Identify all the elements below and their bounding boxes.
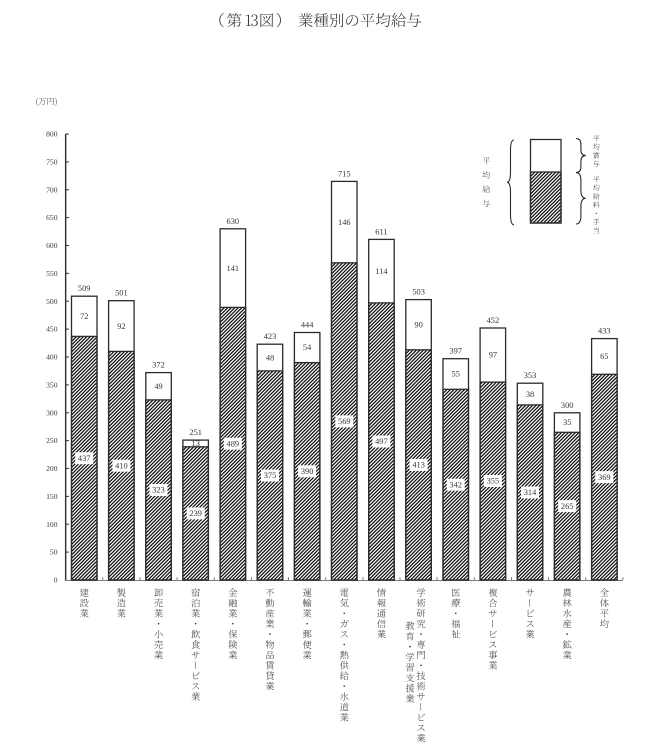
svg-text:300: 300 (46, 408, 58, 417)
svg-text:500: 500 (46, 297, 58, 306)
svg-text:65: 65 (600, 352, 608, 361)
svg-text:0: 0 (54, 576, 58, 585)
svg-text:375: 375 (264, 471, 277, 480)
svg-text:600: 600 (46, 241, 58, 250)
svg-text:650: 650 (46, 213, 58, 222)
svg-text:13: 13 (192, 439, 200, 448)
svg-text:550: 550 (46, 269, 58, 278)
svg-text:97: 97 (489, 351, 497, 360)
svg-text:265: 265 (561, 502, 574, 511)
svg-text:100: 100 (46, 520, 58, 529)
svg-text:372: 372 (152, 361, 165, 370)
svg-text:503: 503 (412, 288, 425, 297)
svg-text:146: 146 (338, 218, 351, 227)
svg-text:410: 410 (115, 461, 128, 470)
svg-text:54: 54 (303, 343, 312, 352)
svg-text:92: 92 (117, 322, 125, 331)
svg-text:509: 509 (78, 284, 91, 293)
svg-text:342: 342 (449, 480, 462, 489)
svg-text:48: 48 (266, 353, 274, 362)
svg-text:433: 433 (598, 327, 611, 336)
svg-text:239: 239 (189, 509, 202, 518)
svg-text:397: 397 (449, 347, 462, 356)
svg-text:114: 114 (375, 267, 388, 276)
svg-text:611: 611 (375, 227, 387, 236)
svg-text:72: 72 (80, 312, 88, 321)
svg-text:444: 444 (301, 321, 314, 330)
svg-text:250: 250 (46, 436, 58, 445)
svg-text:353: 353 (524, 371, 537, 380)
svg-text:450: 450 (46, 325, 58, 334)
svg-text:323: 323 (152, 486, 165, 495)
svg-text:437: 437 (78, 454, 91, 463)
svg-text:369: 369 (598, 473, 611, 482)
svg-text:700: 700 (46, 185, 58, 194)
svg-text:49: 49 (154, 382, 162, 391)
svg-text:452: 452 (487, 316, 500, 325)
svg-text:489: 489 (227, 439, 240, 448)
svg-text:355: 355 (487, 477, 500, 486)
svg-text:150: 150 (46, 492, 58, 501)
svg-text:413: 413 (412, 461, 425, 470)
svg-text:50: 50 (50, 548, 58, 557)
svg-text:501: 501 (115, 289, 128, 298)
svg-text:141: 141 (227, 264, 240, 273)
svg-text:35: 35 (563, 418, 571, 427)
svg-text:390: 390 (301, 467, 314, 476)
svg-text:569: 569 (338, 417, 351, 426)
svg-text:800: 800 (46, 130, 58, 139)
svg-text:630: 630 (227, 217, 240, 226)
svg-text:350: 350 (46, 381, 58, 390)
svg-text:423: 423 (264, 332, 277, 341)
svg-text:90: 90 (414, 320, 422, 329)
svg-text:750: 750 (46, 158, 58, 167)
svg-text:200: 200 (46, 464, 58, 473)
svg-text:400: 400 (46, 353, 58, 362)
svg-text:314: 314 (524, 488, 537, 497)
svg-text:251: 251 (189, 428, 202, 437)
svg-text:497: 497 (375, 437, 388, 446)
svg-text:715: 715 (338, 169, 351, 178)
svg-text:38: 38 (526, 390, 534, 399)
svg-text:300: 300 (561, 401, 574, 410)
svg-text:55: 55 (452, 370, 460, 379)
